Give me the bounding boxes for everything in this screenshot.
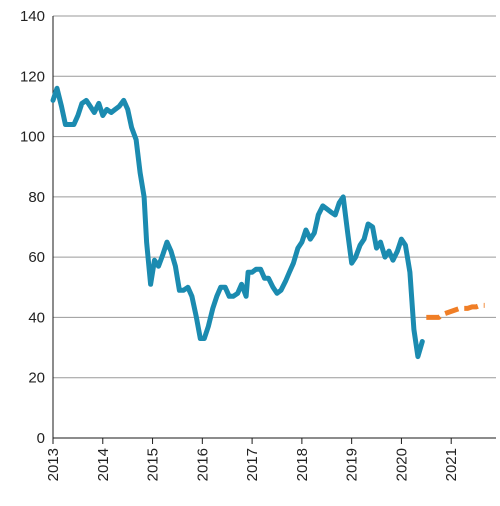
axes (52, 16, 496, 444)
x-tick-label-2021: 2021 (443, 448, 460, 481)
gridlines (53, 15, 496, 379)
x-tick-label-2019: 2019 (344, 448, 361, 481)
x-tick-label-2015: 2015 (145, 448, 162, 481)
y-tick-label-100: 100 (20, 129, 45, 146)
x-tick-label-2016: 2016 (194, 448, 211, 481)
series-layer (50, 85, 485, 360)
x-tick-label-2018: 2018 (294, 448, 311, 481)
x-tick-label-2020: 2020 (393, 448, 410, 481)
forecast-series-line (426, 302, 485, 320)
y-tick-label-40: 40 (28, 309, 45, 326)
y-tick-label-120: 120 (20, 68, 45, 85)
y-tick-labels: 0 20 40 60 80 100 120 140 (20, 8, 45, 447)
y-tick-label-20: 20 (28, 370, 45, 387)
y-tick-label-60: 60 (28, 249, 45, 266)
main-series-line (50, 85, 425, 360)
y-tick-label-0: 0 (37, 430, 45, 447)
y-tick-label-80: 80 (28, 189, 45, 206)
x-tick-label-2017: 2017 (244, 448, 261, 481)
x-tick-label-2014: 2014 (95, 448, 112, 481)
x-tick-label-2013: 2013 (45, 448, 62, 481)
y-tick-label-140: 140 (20, 8, 45, 25)
x-tick-labels: 2013 2014 2015 2016 2017 2018 2019 2020 2021 (45, 448, 460, 481)
